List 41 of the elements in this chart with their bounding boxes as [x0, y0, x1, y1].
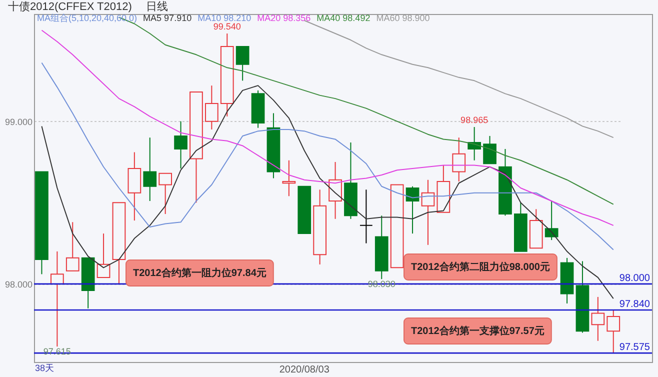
annotation: 98.965	[460, 115, 488, 126]
line-series	[304, 20, 614, 138]
annotation: T2012合约第一阻力位97.84元	[133, 267, 266, 279]
candlestick	[328, 161, 342, 220]
candlestick	[174, 120, 188, 169]
text: MA10 98.210	[198, 13, 252, 23]
candlestick	[96, 233, 110, 278]
candlestick	[544, 200, 558, 241]
candlestick	[452, 137, 466, 182]
annotation: 99.540	[213, 22, 241, 32]
annotation: T2012合约第一支撑位97.57元	[411, 325, 544, 337]
chart-title: 十债2012(CFFEX T2012)	[8, 0, 132, 13]
candlestick	[204, 85, 218, 130]
candlestick	[66, 222, 80, 272]
text: MA40 98.492	[316, 13, 370, 23]
line-series	[41, 62, 614, 250]
candlestick	[421, 179, 435, 246]
y-tick-label: 99.000	[4, 116, 32, 127]
candlestick	[359, 189, 373, 244]
candlestick	[158, 172, 172, 215]
candlestick	[236, 46, 250, 82]
ref-line-label: 98.000	[619, 272, 650, 284]
text: MA20 98.356	[257, 13, 311, 23]
line-series	[41, 85, 614, 300]
legend-title: MA组合(5,10,20,40,60,0)	[37, 13, 138, 23]
candlestick	[591, 296, 605, 342]
candlestick	[606, 309, 620, 354]
candlestick	[143, 137, 157, 202]
ref-line-label: 97.840	[619, 298, 650, 310]
candlestick	[282, 160, 296, 197]
annotation: T2012合约第二阻力位98.000元	[411, 261, 550, 273]
text: MA5 97.910	[143, 13, 192, 23]
ref-line-label: 97.575	[619, 342, 650, 354]
candlestick	[483, 135, 496, 164]
candlestick	[50, 250, 64, 348]
line-series	[41, 30, 614, 226]
candlestick	[406, 186, 420, 234]
chart-subtitle: 日线	[146, 0, 168, 13]
text: MA60 98.900	[376, 13, 430, 23]
text: 38天	[35, 363, 54, 373]
x-tick-label: 2020/08/03	[279, 364, 330, 376]
